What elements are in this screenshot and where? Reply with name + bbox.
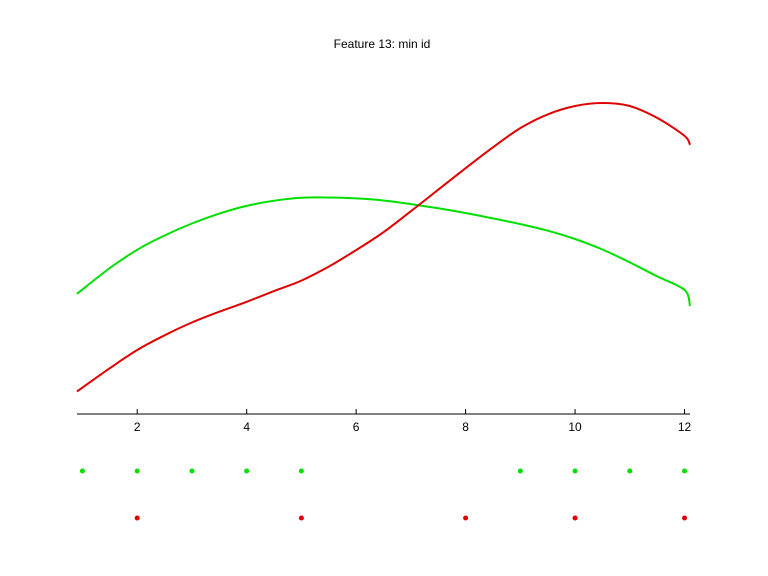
x-tick-label: 8 xyxy=(462,420,469,434)
marker-point-1 xyxy=(189,468,195,474)
chart-title: Feature 13: min id xyxy=(334,37,431,51)
marker-point-2 xyxy=(463,515,469,521)
marker-point-1 xyxy=(627,468,633,474)
series-line-1 xyxy=(76,196,691,307)
marker-point-1 xyxy=(244,468,250,474)
marker-rows xyxy=(79,468,688,521)
x-tick-label: 12 xyxy=(678,420,692,434)
curves-layer xyxy=(76,101,691,393)
marker-point-1 xyxy=(298,468,304,474)
x-tick-label: 6 xyxy=(353,420,360,434)
marker-point-1 xyxy=(682,468,688,474)
x-tick-label: 2 xyxy=(134,420,141,434)
series-line-2 xyxy=(76,101,691,393)
marker-point-1 xyxy=(134,468,140,474)
marker-point-2 xyxy=(682,515,688,521)
marker-point-2 xyxy=(572,515,578,521)
marker-point-1 xyxy=(517,468,523,474)
x-tick-label: 10 xyxy=(568,420,582,434)
marker-point-2 xyxy=(134,515,140,521)
x-axis-ticks: 2 4 6 8 10 12 xyxy=(134,409,692,434)
marker-point-2 xyxy=(298,515,304,521)
marker-point-1 xyxy=(572,468,578,474)
marker-point-1 xyxy=(79,468,85,474)
x-tick-label: 4 xyxy=(243,420,250,434)
